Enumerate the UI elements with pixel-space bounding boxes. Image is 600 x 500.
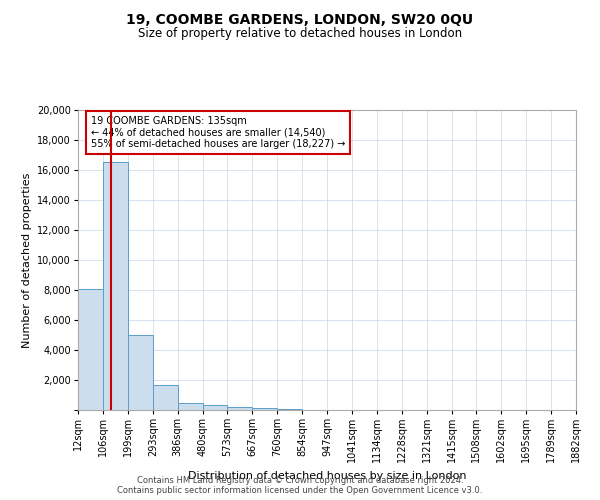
Bar — [78, 289, 103, 410]
Bar — [227, 407, 253, 410]
Bar — [253, 408, 277, 410]
Text: Contains HM Land Registry data © Crown copyright and database right 2024.: Contains HM Land Registry data © Crown c… — [137, 476, 463, 485]
Bar — [203, 405, 227, 410]
Y-axis label: Number of detached properties: Number of detached properties — [22, 172, 32, 348]
X-axis label: Distribution of detached houses by size in London: Distribution of detached houses by size … — [188, 471, 466, 481]
Bar — [277, 409, 302, 410]
Text: 19, COOMBE GARDENS, LONDON, SW20 0QU: 19, COOMBE GARDENS, LONDON, SW20 0QU — [127, 12, 473, 26]
Bar — [178, 402, 203, 410]
Bar — [153, 384, 178, 410]
Text: Size of property relative to detached houses in London: Size of property relative to detached ho… — [138, 28, 462, 40]
Text: 19 COOMBE GARDENS: 135sqm
← 44% of detached houses are smaller (14,540)
55% of s: 19 COOMBE GARDENS: 135sqm ← 44% of detac… — [91, 116, 345, 149]
Bar — [128, 335, 153, 410]
Text: Contains public sector information licensed under the Open Government Licence v3: Contains public sector information licen… — [118, 486, 482, 495]
Bar — [103, 162, 128, 410]
